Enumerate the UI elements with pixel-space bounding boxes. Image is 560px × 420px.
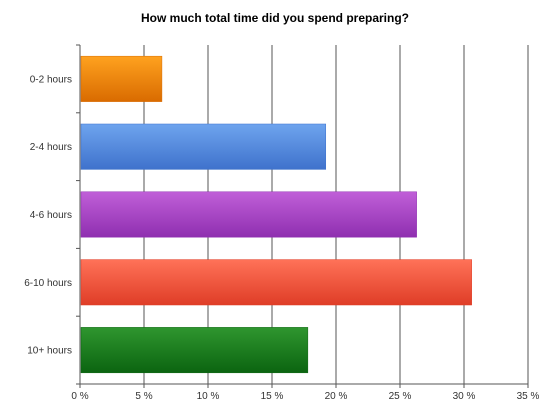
x-tick-label: 35 % (517, 391, 540, 402)
bar-6-10-hours (80, 259, 472, 306)
bar-4-6-hours (80, 191, 417, 238)
bars (80, 55, 472, 374)
bar-2-4-hours (80, 123, 327, 170)
bar-0-2-hours (80, 55, 163, 102)
y-category-label: 4-6 hours (30, 210, 72, 221)
x-tick-label: 20 % (325, 391, 348, 402)
axes (76, 44, 529, 388)
y-category-label: 10+ hours (27, 346, 72, 357)
x-tick-label: 15 % (261, 391, 284, 402)
x-tick-label: 10 % (197, 391, 220, 402)
chart-title: How much total time did you spend prepar… (141, 11, 409, 25)
y-category-label: 2-4 hours (30, 142, 72, 153)
y-category-label: 6-10 hours (24, 278, 72, 289)
x-tick-label: 30 % (453, 391, 476, 402)
y-category-label: 0-2 hours (30, 74, 72, 85)
tick-labels: 0 % 5 % 10 % 15 % 20 % 25 % 30 % 35 % 0-2 hours 2… (24, 74, 539, 402)
x-tick-label: 25 % (389, 391, 412, 402)
x-tick-label: 5 % (135, 391, 152, 402)
x-tick-label: 0 % (71, 391, 88, 402)
bar-10-hours (80, 327, 309, 374)
